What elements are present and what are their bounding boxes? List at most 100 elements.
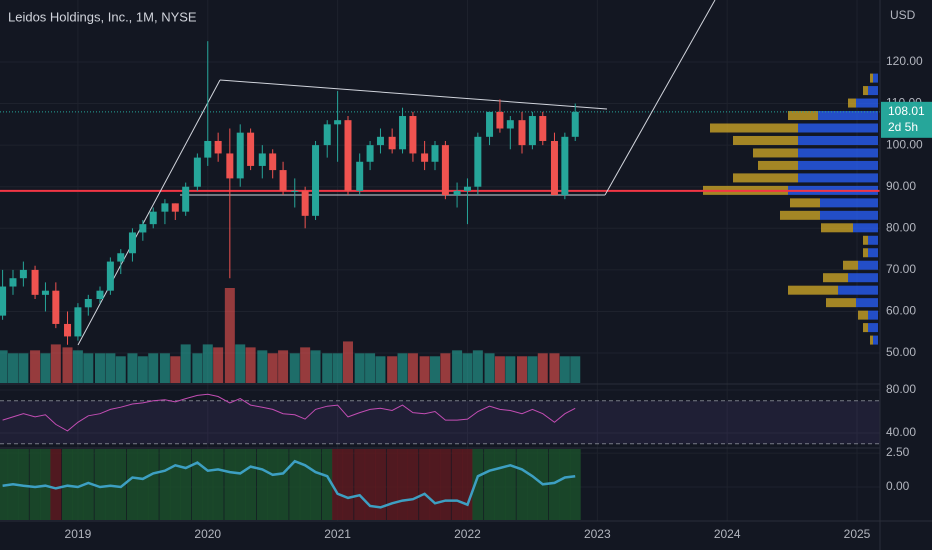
candle-body xyxy=(376,136,384,146)
volume-bar xyxy=(537,353,548,383)
trend-background xyxy=(386,449,398,520)
profile-down xyxy=(753,148,798,158)
trend-background xyxy=(419,449,431,520)
profile-down xyxy=(758,160,798,170)
y-tick-label: 120.00 xyxy=(886,54,923,68)
candle-body xyxy=(399,116,407,150)
trend-background xyxy=(126,449,138,520)
trend-background xyxy=(484,449,496,520)
trend-background xyxy=(82,449,94,520)
candle-body xyxy=(19,269,27,279)
x-tick-label: 2024 xyxy=(714,527,741,541)
volume-bar xyxy=(202,344,213,383)
trend-background xyxy=(289,449,301,520)
profile-up xyxy=(868,323,878,333)
trend-background xyxy=(299,449,311,520)
profile-down xyxy=(870,335,873,345)
candle-body xyxy=(441,145,449,196)
profile-up xyxy=(868,235,878,245)
candle-body xyxy=(366,145,374,162)
volume-bar xyxy=(310,350,321,383)
y-tick-label: 0.00 xyxy=(886,479,910,493)
volume-bar xyxy=(570,356,581,383)
trend-background xyxy=(494,449,506,520)
trend-background xyxy=(310,449,322,520)
profile-up xyxy=(873,73,878,83)
y-tick-label: 70.00 xyxy=(886,262,916,276)
profile-down xyxy=(858,310,868,320)
profile-down xyxy=(863,248,868,258)
candle-body xyxy=(171,203,179,212)
candle-body xyxy=(0,286,7,316)
trend-background xyxy=(407,449,419,520)
x-tick-label: 2020 xyxy=(194,527,221,541)
trend-background xyxy=(224,449,236,520)
candle-body xyxy=(226,153,234,179)
trend-background xyxy=(267,449,279,520)
trend-background xyxy=(256,449,268,520)
volume-bar xyxy=(452,350,463,383)
volume-bar xyxy=(115,356,126,383)
chart-title: Leidos Holdings, Inc., 1M, NYSE xyxy=(8,9,197,24)
volume-bar xyxy=(278,350,289,383)
y-tick-label: 2.50 xyxy=(886,445,910,459)
candle-body xyxy=(214,140,222,154)
price-badge xyxy=(881,101,932,138)
trend-background xyxy=(115,449,127,520)
volume-bar xyxy=(83,353,94,383)
candle-body xyxy=(139,224,147,233)
y-tick-label: 100.00 xyxy=(886,137,923,151)
profile-up xyxy=(873,335,878,345)
candle-body xyxy=(344,120,352,191)
profile-up xyxy=(868,310,878,320)
profile-down xyxy=(863,235,868,245)
y-tick-label: 40.00 xyxy=(886,425,916,439)
candle-body xyxy=(312,145,320,216)
volume-bar xyxy=(462,353,473,383)
volume-bar xyxy=(549,353,560,383)
trend-background xyxy=(332,449,344,520)
candle-body xyxy=(247,132,255,166)
volume-bar xyxy=(430,356,440,383)
volume-bar xyxy=(94,353,105,383)
trend-background xyxy=(354,449,366,520)
candle-body xyxy=(496,111,504,129)
trend-background xyxy=(516,449,528,520)
candle-body xyxy=(550,140,558,196)
profile-up xyxy=(798,173,878,183)
trend-background xyxy=(234,449,246,520)
volume-bar xyxy=(257,350,268,383)
volume-bar xyxy=(180,344,191,383)
candle-body xyxy=(182,186,190,212)
trend-background xyxy=(245,449,257,520)
profile-down xyxy=(788,285,838,295)
candle-body xyxy=(518,120,526,146)
volume-bar xyxy=(527,356,538,383)
profile-up xyxy=(798,135,878,145)
profile-up xyxy=(856,298,878,308)
trend-background xyxy=(180,449,192,520)
trend-background xyxy=(472,449,484,520)
profile-up xyxy=(798,160,878,170)
volume-bar xyxy=(224,288,235,383)
trend-background xyxy=(277,449,289,520)
trend-background xyxy=(169,449,181,520)
candle-body xyxy=(149,211,157,225)
volume-bar xyxy=(235,344,246,383)
profile-up xyxy=(856,98,878,108)
profile-down xyxy=(733,173,798,183)
volume-bar xyxy=(7,353,18,383)
currency: USD xyxy=(890,8,916,22)
volume-bar xyxy=(127,353,138,383)
profile-up xyxy=(868,248,878,258)
candle-body xyxy=(236,132,244,179)
volume-bar xyxy=(484,353,495,383)
volume-bar xyxy=(472,350,483,383)
trend-background xyxy=(397,449,409,520)
candle-body xyxy=(9,278,17,287)
trend-background xyxy=(364,449,376,520)
profile-up xyxy=(848,273,878,283)
trend-background xyxy=(429,449,441,520)
candle-body xyxy=(128,232,136,254)
